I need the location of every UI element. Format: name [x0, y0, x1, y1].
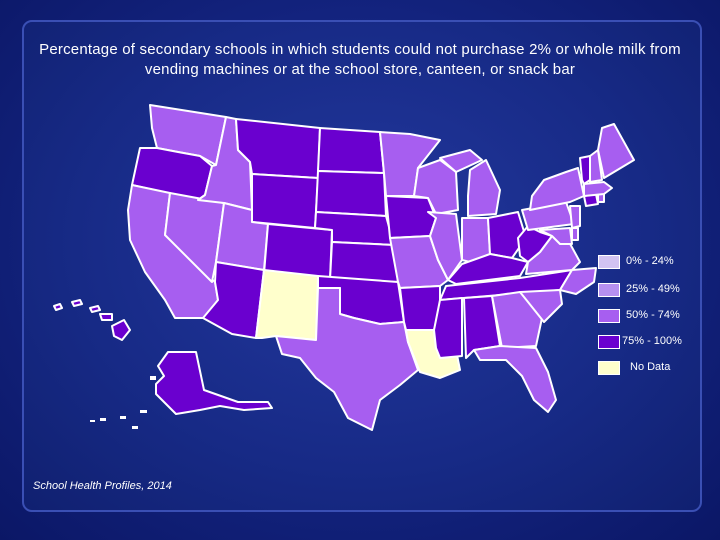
state-ME: [597, 123, 635, 179]
legend-label: 50% - 74%: [626, 309, 680, 321]
state-FL: [473, 345, 557, 413]
state-NJ: [569, 205, 581, 229]
alaska-island: [120, 416, 126, 419]
alaska-island: [150, 376, 156, 380]
state-SC: [519, 289, 563, 323]
source-note: School Health Profiles, 2014: [33, 480, 172, 492]
legend-label: No Data: [630, 361, 671, 373]
state-IA: [385, 195, 437, 239]
state-KY: [447, 253, 529, 285]
legend-label: 25% - 49%: [626, 283, 680, 295]
state-SD: [315, 170, 387, 217]
alaska-island: [100, 418, 106, 421]
state-WI: [413, 159, 459, 215]
alaska-island: [140, 410, 147, 413]
state-MS: [433, 297, 463, 359]
legend-label: 0% - 24%: [626, 255, 674, 267]
alaska-island: [90, 420, 95, 422]
state-TX: [275, 287, 419, 431]
legend-swatch: [598, 335, 620, 349]
state-NY: [529, 167, 585, 211]
state-NC: [559, 267, 597, 295]
state-DE: [571, 227, 579, 241]
state-WY: [251, 173, 319, 229]
state-MI: [439, 149, 501, 217]
legend-swatch: [598, 283, 620, 297]
legend-label: 75% - 100%: [622, 335, 682, 347]
legend-swatch: [598, 255, 620, 269]
state-MA: [583, 181, 613, 197]
legend-swatch: [598, 361, 620, 375]
state-IL: [427, 211, 463, 281]
state-AK: [155, 351, 273, 415]
legend-swatch: [598, 309, 620, 323]
state-NM: [255, 269, 319, 341]
map-title: Percentage of secondary schools in which…: [39, 41, 681, 78]
state-HI: [53, 299, 131, 341]
state-KS: [329, 241, 399, 283]
state-GA: [491, 291, 543, 349]
alaska-island: [132, 426, 138, 429]
state-ND: [317, 127, 385, 174]
state-AR: [399, 285, 441, 331]
state-VT: [579, 155, 591, 185]
state-MD: [539, 227, 573, 245]
